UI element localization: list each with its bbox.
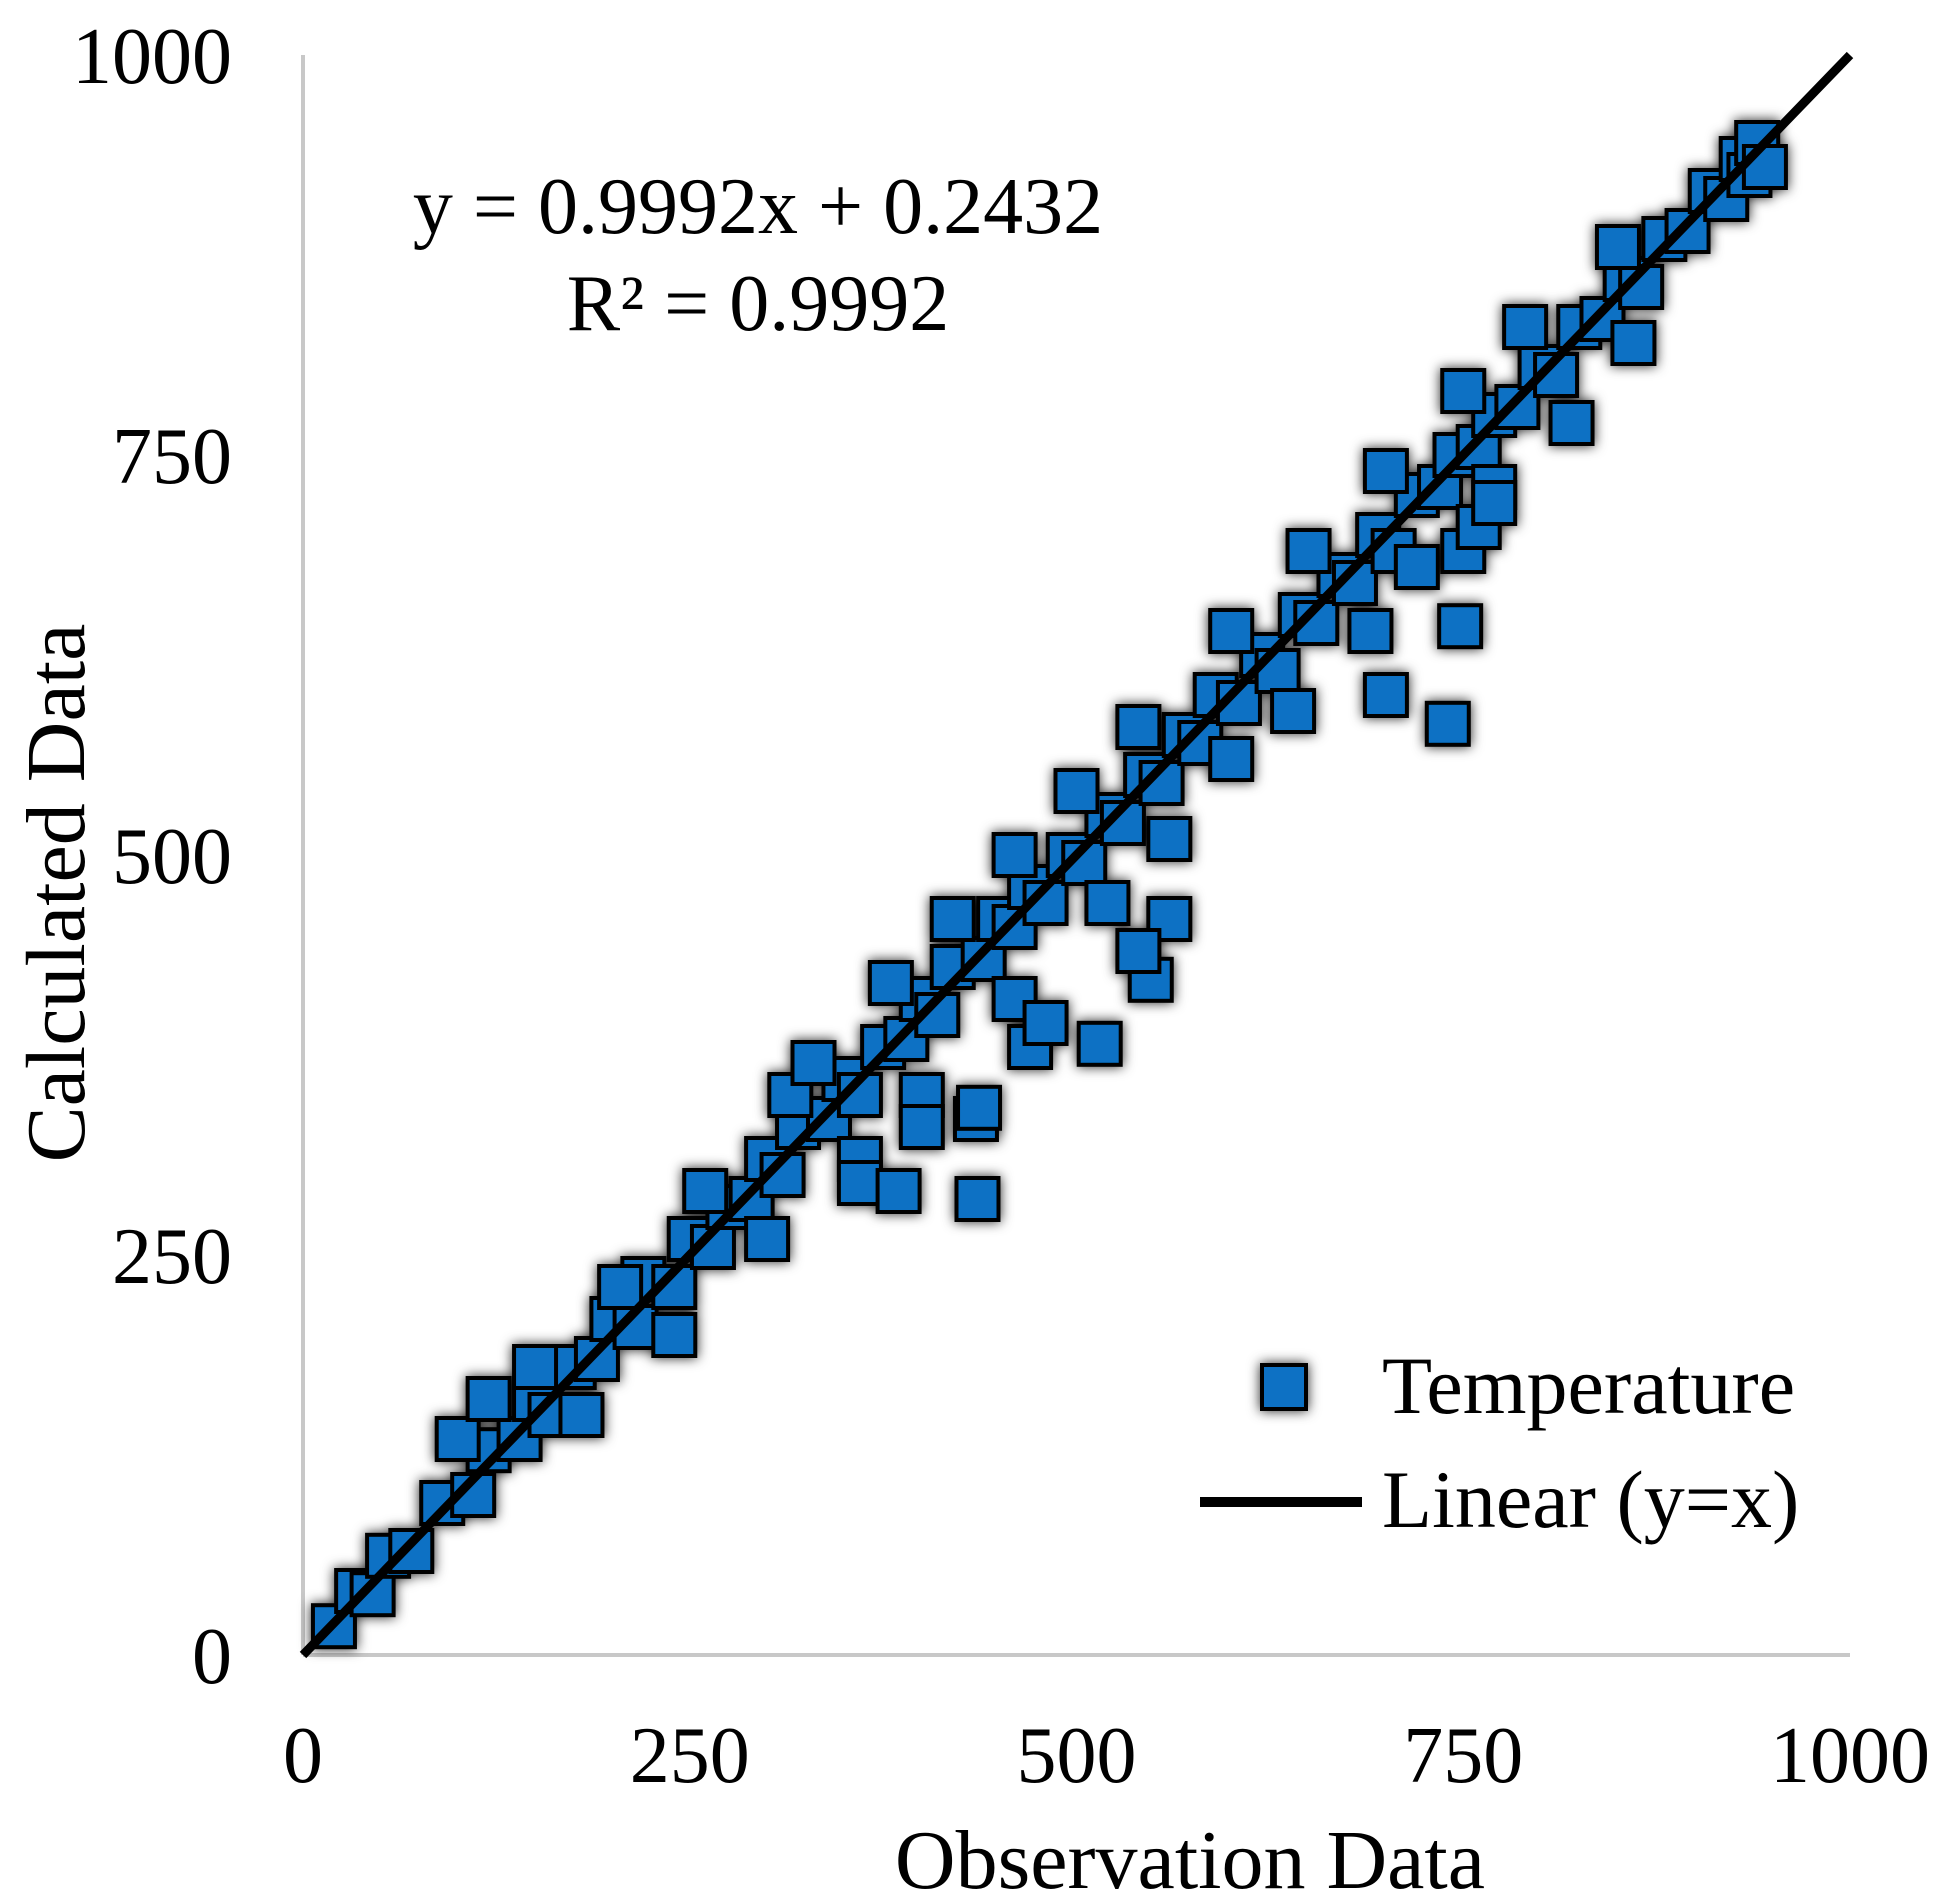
data-point xyxy=(558,1392,605,1438)
y-axis-title: Calculated Data xyxy=(10,624,103,1163)
y-tick-label: 750 xyxy=(112,413,232,501)
legend-label-temperature: Temperature xyxy=(1382,1340,1795,1431)
y-tick-label: 0 xyxy=(192,1613,232,1701)
data-point xyxy=(1146,816,1193,862)
data-point xyxy=(1208,608,1255,654)
data-point xyxy=(597,1264,644,1310)
data-point xyxy=(790,1040,837,1086)
data-point xyxy=(929,896,976,942)
data-point xyxy=(1084,880,1131,926)
data-point xyxy=(1471,480,1518,526)
data-points xyxy=(310,120,1788,1650)
r-squared-label: R² = 0.9992 xyxy=(567,260,949,348)
y-tick-label: 1000 xyxy=(72,13,232,101)
y-tick-label: 500 xyxy=(112,813,232,901)
data-point xyxy=(1437,603,1484,650)
x-tick-label: 500 xyxy=(1017,1712,1137,1800)
data-point xyxy=(1594,224,1641,270)
data-point xyxy=(388,1528,435,1574)
data-point xyxy=(1347,608,1394,654)
data-point xyxy=(1362,672,1409,718)
y-tick-label: 250 xyxy=(112,1213,232,1301)
regression-equation: y = 0.9992x + 0.2432 xyxy=(413,163,1103,251)
data-point xyxy=(1440,368,1487,414)
reference-line-y-equals-x xyxy=(299,51,1854,1659)
data-point xyxy=(512,1344,559,1390)
data-point xyxy=(1494,384,1541,430)
data-point xyxy=(867,960,914,1006)
data-point xyxy=(767,1072,814,1118)
data-point xyxy=(1208,736,1255,782)
data-point xyxy=(1610,320,1657,366)
data-point xyxy=(991,832,1038,878)
x-tick-label: 1000 xyxy=(1770,1712,1930,1800)
data-point xyxy=(651,1312,698,1358)
x-tick-label: 750 xyxy=(1403,1712,1523,1800)
data-point xyxy=(573,1336,620,1382)
data-point xyxy=(954,1176,1001,1222)
data-point xyxy=(465,1376,512,1422)
x-tick-labels: 0 250 500 750 1000 xyxy=(283,1712,1930,1800)
data-point xyxy=(1053,768,1100,814)
data-point xyxy=(744,1216,791,1262)
data-point xyxy=(1502,304,1549,350)
legend-label-linear: Linear (y=x) xyxy=(1382,1454,1799,1545)
x-axis-title: Observation Data xyxy=(895,1814,1485,1902)
data-point xyxy=(1362,448,1409,494)
data-point xyxy=(682,1168,729,1214)
data-point xyxy=(1270,688,1317,734)
data-point xyxy=(1022,1000,1069,1046)
data-point xyxy=(434,1416,481,1462)
y-tick-labels: 0 250 500 750 1000 xyxy=(72,13,232,1701)
data-point xyxy=(1548,400,1595,446)
data-point xyxy=(1285,528,1332,574)
legend-marker-temperature xyxy=(1260,1363,1308,1411)
data-point xyxy=(1076,1020,1123,1067)
data-point xyxy=(1424,700,1471,747)
data-point xyxy=(1393,544,1440,590)
data-point xyxy=(1115,928,1162,974)
x-tick-label: 0 xyxy=(283,1712,323,1800)
data-point xyxy=(836,1160,883,1206)
x-tick-label: 250 xyxy=(630,1712,750,1800)
data-point xyxy=(898,1104,945,1150)
data-point xyxy=(1664,208,1711,254)
data-point xyxy=(1115,704,1162,750)
data-point xyxy=(956,1084,1003,1131)
legend: Temperature Linear (y=x) xyxy=(1200,1340,1799,1545)
data-point xyxy=(875,1168,922,1214)
